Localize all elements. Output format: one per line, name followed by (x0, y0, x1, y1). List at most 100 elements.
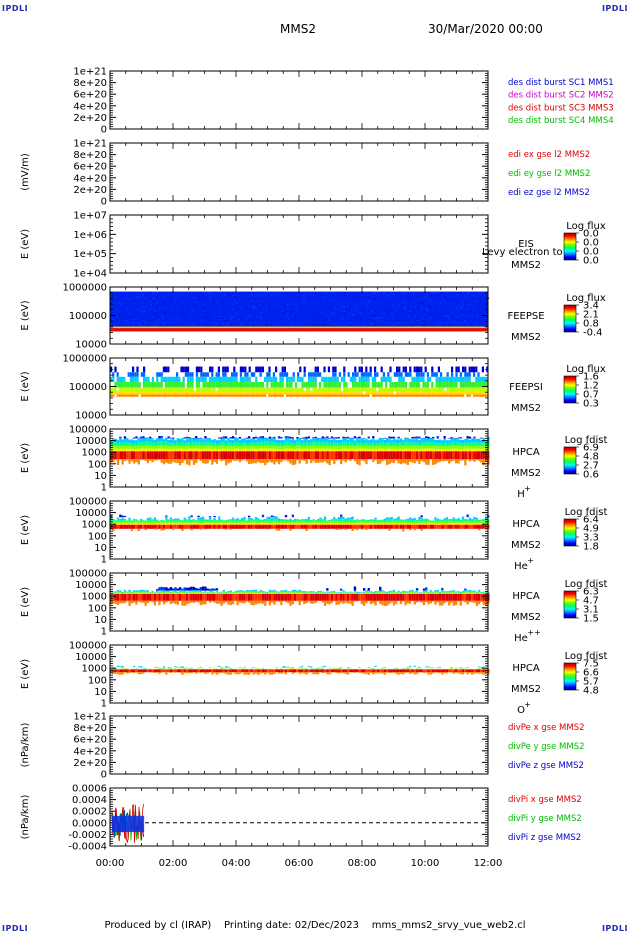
heatmap-cell (156, 442, 159, 446)
heatmap-cell (202, 306, 204, 308)
heatmap-cell (275, 592, 278, 594)
heatmap-cell (169, 439, 173, 444)
heatmap-cell (483, 306, 486, 308)
heatmap-cell (294, 522, 297, 524)
heatmap-cell (137, 523, 140, 525)
heatmap-cell (360, 302, 363, 304)
heatmap-cell (327, 387, 330, 392)
heatmap-cell (292, 324, 295, 326)
heatmap-cell (176, 448, 179, 452)
heatmap-cell (130, 524, 133, 529)
heatmap-cell (139, 589, 143, 591)
heatmap-cell (261, 514, 265, 518)
heatmap-cell (319, 523, 322, 525)
heatmap-cell (220, 592, 223, 593)
heatmap-cell (459, 439, 462, 444)
heatmap-cell (249, 313, 252, 315)
heatmap-cell (333, 591, 336, 593)
heatmap-cell (158, 459, 161, 460)
heatmap-cell (296, 591, 299, 593)
heatmap-cell (473, 519, 476, 522)
heatmap-cell (246, 372, 249, 377)
species-label: He (514, 561, 528, 572)
heatmap-cell (187, 366, 190, 373)
heatmap-cell (386, 519, 389, 522)
heatmap-cell (429, 448, 432, 452)
heatmap-cell (218, 516, 221, 519)
heatmap-cell (139, 593, 143, 601)
heatmap-cell (432, 445, 435, 449)
heatmap-cell (413, 445, 416, 449)
heatmap-cell (413, 381, 416, 388)
heatmap-cell (139, 438, 143, 443)
heatmap-cell (457, 387, 460, 392)
heatmap-cell (192, 445, 196, 449)
heatmap-cell (330, 519, 334, 522)
heatmap-cell (169, 443, 173, 447)
heatmap-cell (287, 523, 290, 525)
heatmap-cell (116, 590, 120, 592)
heatmap-cell (475, 521, 478, 524)
heatmap-cell (354, 387, 357, 392)
heatmap-cell (459, 524, 462, 529)
heatmap-cell (291, 593, 294, 601)
heatmap-cell (241, 448, 244, 452)
heatmap-cell (133, 443, 136, 447)
heatmap-cell (292, 391, 295, 395)
heatmap-cell (411, 391, 414, 395)
heatmap-cell (333, 519, 336, 522)
heatmap-cell (183, 593, 186, 594)
heatmap-cell (181, 528, 184, 532)
heatmap-cell (136, 381, 139, 388)
heatmap-cell (342, 590, 345, 592)
heatmap-cell (123, 593, 127, 594)
heatmap-cell (154, 311, 157, 313)
heatmap-cell (420, 524, 423, 529)
heatmap-cell (268, 519, 271, 522)
heatmap-cell (369, 311, 372, 313)
heatmap-cell (464, 312, 467, 314)
heatmap-cell (425, 520, 428, 523)
heatmap-cell (296, 593, 299, 601)
heatmap-cell (188, 587, 191, 591)
heatmap-cell (484, 439, 488, 444)
heatmap-cell (328, 451, 331, 460)
heatmap-cell (409, 521, 412, 524)
heatmap-cell (486, 387, 489, 392)
heatmap-cell (165, 523, 168, 525)
heatmap-cell (121, 523, 124, 525)
heatmap-cell (199, 593, 202, 601)
heatmap-cell (227, 459, 230, 464)
heatmap-cell (158, 391, 161, 395)
heatmap-cell (130, 451, 133, 460)
heatmap-cell (442, 376, 445, 382)
heatmap-cell (142, 593, 145, 601)
heatmap-cell (231, 521, 235, 524)
heatmap-cell (153, 446, 156, 450)
heatmap-cell (337, 517, 340, 520)
heatmap-cell (133, 299, 136, 301)
heatmap-cell (254, 600, 258, 605)
heatmap-cell (199, 439, 202, 443)
heatmap-cell (176, 518, 179, 521)
heatmap-cell (431, 391, 434, 395)
heatmap-cell (252, 307, 254, 309)
heatmap-cell (191, 394, 194, 397)
heatmap-cell (436, 448, 439, 452)
legend-entry: edi ez gse l2 MMS2 (508, 188, 590, 198)
heatmap-cell (466, 459, 469, 460)
heatmap-cell (286, 387, 289, 392)
heatmap-cell (188, 600, 191, 604)
heatmap-cell (464, 445, 467, 449)
heatmap-cell (425, 451, 428, 460)
heatmap-cell (119, 442, 122, 446)
heatmap-cell (192, 591, 196, 593)
heatmap-cell (349, 322, 351, 324)
heatmap-cell (149, 291, 152, 293)
heatmap-cell (255, 394, 258, 397)
heatmap-cell (238, 592, 242, 594)
heatmap-cell (337, 449, 340, 452)
heatmap-cell (442, 394, 445, 397)
heatmap-cell (252, 297, 255, 299)
